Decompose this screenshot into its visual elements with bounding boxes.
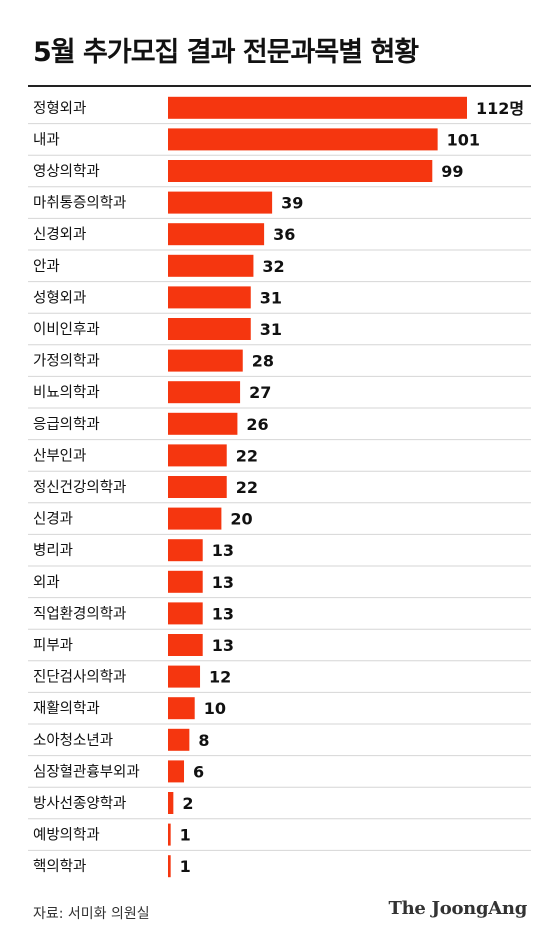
category-label: 심장혈관흉부외과 [33, 763, 140, 780]
value-label: 2 [182, 794, 193, 813]
category-label: 신경과 [33, 511, 73, 528]
bar [168, 412, 238, 435]
bar [168, 286, 251, 309]
brand-logo: The JoongAng [388, 898, 528, 919]
value-label: 13 [212, 604, 234, 623]
source-note: 자료: 서미화 의원실 [33, 906, 150, 922]
category-label: 영상의학과 [33, 163, 100, 180]
category-label: 이비인후과 [33, 321, 100, 338]
bar [168, 381, 241, 404]
value-label: 112명 [476, 99, 524, 118]
bar [168, 570, 203, 593]
bar [168, 444, 227, 467]
value-label: 6 [193, 762, 204, 781]
bar [168, 602, 203, 625]
bar [168, 697, 195, 720]
bar [168, 823, 171, 846]
category-label: 예방의학과 [33, 827, 100, 844]
bar [168, 254, 254, 277]
value-label: 12 [209, 668, 231, 687]
bar [168, 760, 185, 783]
category-label: 성형외과 [33, 289, 86, 306]
bar [168, 855, 171, 878]
value-label: 22 [236, 478, 258, 497]
value-label: 13 [212, 541, 234, 560]
title-rule [28, 85, 531, 87]
bar [168, 728, 190, 751]
value-label: 13 [212, 636, 234, 655]
category-label: 병리과 [33, 542, 73, 559]
bar [168, 476, 227, 498]
category-label: 방사선종양학과 [33, 795, 126, 812]
value-label: 36 [273, 225, 295, 244]
bar [168, 160, 433, 182]
value-label: 31 [260, 288, 282, 307]
category-label: 응급의학과 [33, 416, 100, 433]
value-label: 101 [447, 130, 480, 149]
bar [168, 128, 438, 151]
value-label: 26 [246, 415, 268, 434]
category-label: 외과 [33, 574, 60, 591]
value-label: 31 [260, 320, 282, 339]
category-label: 신경외과 [33, 226, 86, 243]
bar [168, 191, 273, 214]
bar [168, 507, 222, 530]
bar [168, 634, 203, 656]
value-label: 99 [441, 162, 463, 181]
category-label: 내과 [33, 131, 60, 148]
bar [168, 318, 251, 340]
value-label: 20 [230, 510, 252, 529]
category-label: 비뇨의학과 [33, 384, 100, 401]
bar [168, 223, 265, 246]
bar [168, 96, 467, 119]
category-label: 피부과 [33, 637, 73, 654]
category-label: 진단검사의학과 [33, 669, 126, 686]
category-label: 정신건강의학과 [33, 479, 126, 496]
value-label: 32 [262, 257, 284, 276]
value-label: 13 [212, 573, 234, 592]
value-label: 8 [198, 731, 209, 750]
value-label: 1 [180, 826, 191, 845]
bar [168, 665, 201, 688]
category-label: 정형외과 [33, 100, 86, 117]
category-label: 재활의학과 [33, 700, 100, 717]
category-label: 핵의학과 [33, 858, 86, 875]
category-label: 안과 [33, 258, 60, 275]
bar [168, 792, 174, 814]
bar [168, 349, 243, 372]
value-label: 10 [204, 699, 226, 718]
category-label: 마취통증의학과 [33, 195, 126, 212]
value-label: 27 [249, 383, 271, 402]
bar [168, 539, 203, 562]
value-label: 22 [236, 446, 258, 465]
category-label: 가정의학과 [33, 353, 100, 370]
chart-title: 5월 추가모집 결과 전문과목별 현황 [33, 37, 419, 68]
value-label: 28 [252, 352, 274, 371]
value-label: 39 [281, 194, 303, 213]
value-label: 1 [180, 857, 191, 876]
category-label: 직업환경의학과 [33, 605, 126, 622]
category-label: 소아청소년과 [33, 732, 113, 749]
category-label: 산부인과 [33, 447, 86, 464]
